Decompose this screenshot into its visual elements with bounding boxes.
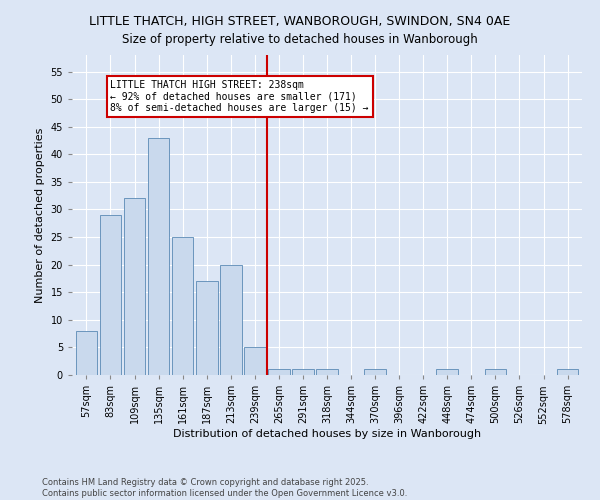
Bar <box>148 138 169 375</box>
Bar <box>436 370 458 375</box>
Bar <box>100 215 121 375</box>
Text: Size of property relative to detached houses in Wanborough: Size of property relative to detached ho… <box>122 32 478 46</box>
Bar <box>364 370 386 375</box>
Bar <box>316 370 338 375</box>
Y-axis label: Number of detached properties: Number of detached properties <box>35 128 45 302</box>
Bar <box>76 331 97 375</box>
Bar <box>292 370 314 375</box>
Text: LITTLE THATCH HIGH STREET: 238sqm
← 92% of detached houses are smaller (171)
8% : LITTLE THATCH HIGH STREET: 238sqm ← 92% … <box>110 80 369 113</box>
Bar <box>196 281 218 375</box>
Bar <box>244 348 266 375</box>
X-axis label: Distribution of detached houses by size in Wanborough: Distribution of detached houses by size … <box>173 429 481 439</box>
Bar <box>220 264 242 375</box>
Text: Contains HM Land Registry data © Crown copyright and database right 2025.
Contai: Contains HM Land Registry data © Crown c… <box>42 478 407 498</box>
Bar <box>485 370 506 375</box>
Bar <box>557 370 578 375</box>
Bar <box>124 198 145 375</box>
Bar <box>268 370 290 375</box>
Bar <box>172 237 193 375</box>
Text: LITTLE THATCH, HIGH STREET, WANBOROUGH, SWINDON, SN4 0AE: LITTLE THATCH, HIGH STREET, WANBOROUGH, … <box>89 15 511 28</box>
